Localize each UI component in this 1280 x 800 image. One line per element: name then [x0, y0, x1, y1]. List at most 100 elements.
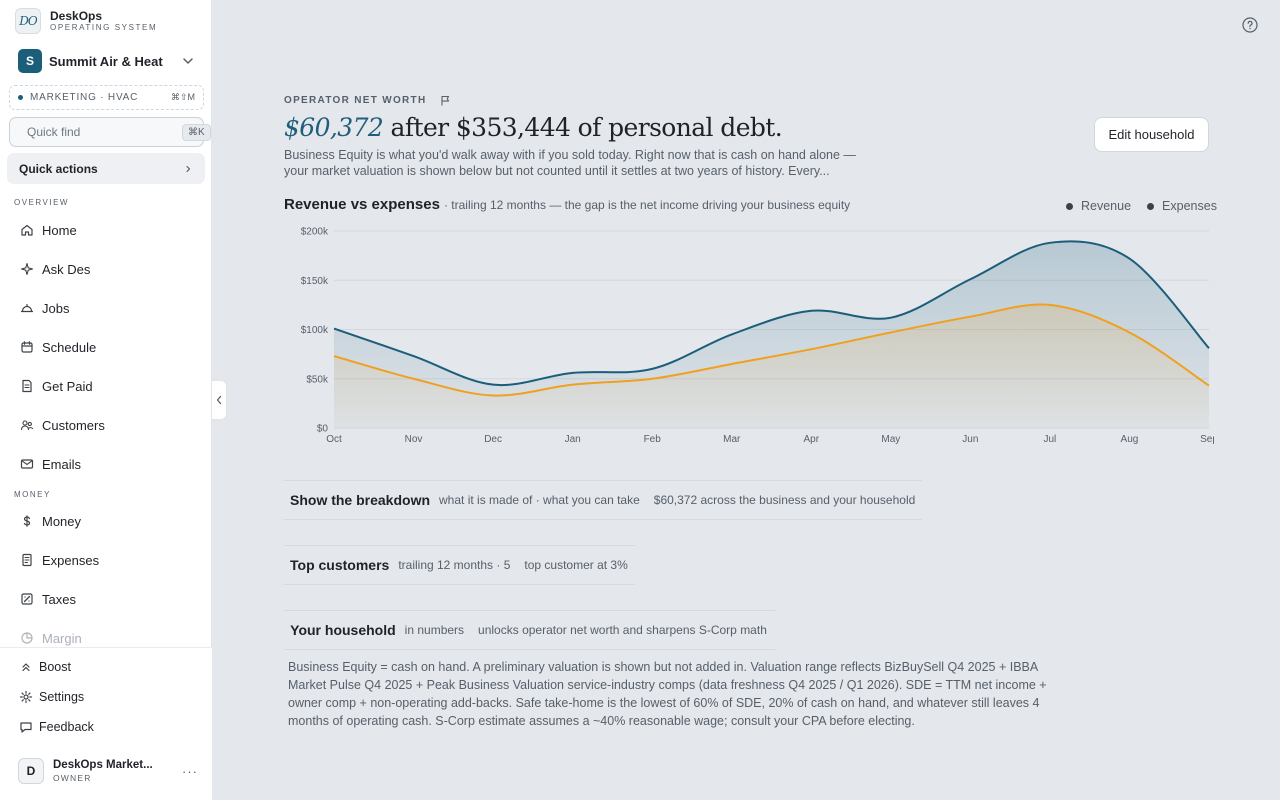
chevron-right-icon — [186, 165, 191, 172]
sidebar-collapse-handle[interactable] — [212, 380, 227, 420]
user-role: OWNER — [53, 773, 92, 783]
row-summary: unlocks operator net worth and sharpens … — [478, 623, 767, 637]
y-tick-label: $0 — [317, 424, 329, 435]
methodology-footnote: Business Equity = cash on hand. A prelim… — [288, 660, 1047, 728]
avatar: D — [18, 758, 44, 784]
workspace-tag[interactable]: MARKETING · HVAC ⌘⇧M — [9, 85, 204, 110]
tax-icon — [21, 593, 33, 605]
x-tick-label: Jun — [962, 434, 978, 445]
sidebar-item-margin[interactable]: Margin — [7, 622, 205, 654]
chart-title: Revenue vs expenses — [284, 196, 440, 213]
chart-heading: Revenue vs expenses · trailing 12 months… — [284, 196, 850, 213]
row-summary: $60,372 across the business and your hou… — [653, 493, 916, 507]
sidebar-footer: Boost Settings Feedback D DeskOps Market… — [0, 647, 212, 800]
sidebar-item-label: Boost — [39, 660, 71, 674]
sidebar-item-label: Margin — [42, 630, 82, 646]
sidebar-item-settings[interactable]: Settings — [19, 690, 84, 704]
x-tick-label: Oct — [326, 434, 342, 445]
chat-icon — [20, 722, 32, 733]
chevron-down-icon — [183, 58, 193, 64]
users-icon — [20, 420, 34, 431]
search-shortcut: ⌘K — [182, 123, 211, 141]
sidebar-item-customers[interactable]: Customers — [7, 409, 205, 441]
row-title: Show the breakdown — [290, 492, 431, 508]
sidebar-item-money[interactable]: Money — [7, 505, 205, 537]
org-switcher[interactable]: S Summit Air & Heat — [18, 49, 196, 73]
sidebar-item-boost[interactable]: Boost — [19, 660, 71, 674]
legend-item-revenue: Revenue — [1066, 199, 1131, 213]
row-subtitle: in numbers — [404, 623, 465, 637]
sidebar-item-label: Ask Des — [42, 261, 91, 277]
sidebar-item-schedule[interactable]: Schedule — [7, 331, 205, 363]
household-row[interactable]: Your household in numbers unlocks operat… — [284, 610, 775, 650]
row-summary: top customer at 3% — [524, 558, 628, 572]
quick-find[interactable]: ⌘K — [9, 117, 211, 147]
brand[interactable]: DO DeskOps OPERATING SYSTEM — [15, 8, 157, 34]
chart-y-axis: $0 $50k $100k $150k $200k — [301, 227, 329, 435]
sidebar-item-label: Jobs — [42, 300, 70, 316]
x-tick-label: May — [881, 434, 900, 445]
sidebar-item-label: Customers — [42, 417, 105, 433]
org-name: Summit Air & Heat — [49, 53, 163, 69]
sidebar-item-jobs[interactable]: Jobs — [7, 292, 205, 324]
legend-item-expenses: Expenses — [1147, 199, 1217, 213]
sidebar-item-emails[interactable]: Emails — [7, 448, 205, 480]
mail-icon — [20, 459, 34, 469]
x-tick-label: Nov — [405, 434, 423, 445]
boost-icon — [22, 663, 30, 672]
headline-text: after $353,444 of personal debt. — [383, 113, 783, 142]
brand-name: DeskOps — [50, 9, 103, 23]
user-menu[interactable]: D DeskOps Market... OWNER ··· — [18, 756, 198, 786]
x-tick-label: Dec — [484, 434, 502, 445]
search-input[interactable] — [27, 125, 182, 139]
org-badge: S — [18, 49, 42, 73]
sidebar-item-label: Feedback — [39, 720, 94, 734]
sidebar-item-home[interactable]: Home — [7, 214, 205, 246]
y-tick-label: $200k — [301, 227, 329, 238]
line-revenue — [333, 240, 1210, 387]
quick-actions-button[interactable]: Quick actions — [7, 153, 205, 184]
sidebar-item-get-paid[interactable]: Get Paid — [7, 370, 205, 402]
tag-shortcut: ⌘⇧M — [170, 92, 195, 102]
legend-dot — [1066, 202, 1073, 210]
sidebar-item-label: Taxes — [42, 591, 76, 607]
legend-dot — [1147, 202, 1155, 210]
sidebar-item-label: Expenses — [42, 552, 100, 568]
calendar-icon — [21, 341, 33, 353]
legend-label: Revenue — [1081, 199, 1132, 213]
sidebar-item-taxes[interactable]: Taxes — [7, 583, 205, 615]
chevron-left-icon — [216, 395, 222, 405]
more-icon[interactable]: ··· — [182, 763, 198, 779]
sidebar-item-ask-des[interactable]: Ask Des — [7, 253, 205, 285]
area-expenses — [334, 304, 1209, 428]
tag-dot — [18, 95, 23, 100]
brand-subtitle: OPERATING SYSTEM — [50, 23, 158, 32]
eyebrow-text: OPERATOR NET WORTH — [284, 95, 427, 106]
chart-lines — [333, 240, 1210, 397]
sidebar-item-label: Emails — [42, 456, 82, 472]
top-customers-row[interactable]: Top customers trailing 12 months · 5 top… — [284, 545, 635, 585]
sidebar-item-label: Home — [42, 222, 77, 238]
brand-logo: DO — [15, 8, 41, 34]
row-title: Your household — [290, 622, 396, 638]
pie-icon — [21, 632, 33, 644]
revenue-expenses-chart: $0 $50k $100k $150k $200k Oct Nov Dec Jan Feb Mar… — [301, 227, 1214, 446]
flag-icon[interactable] — [440, 95, 451, 106]
row-subtitle: trailing 12 months · 5 — [398, 558, 511, 572]
sidebar-item-label: Money — [42, 513, 82, 529]
edit-household-button[interactable]: Edit household — [1094, 117, 1209, 152]
sidebar: DO DeskOps OPERATING SYSTEM S Summit Air… — [0, 0, 212, 800]
sidebar-item-feedback[interactable]: Feedback — [19, 720, 94, 734]
x-tick-label: Jan — [565, 434, 581, 445]
page-description: Business Equity is what you'd walk away … — [284, 148, 856, 178]
row-title: Top customers — [290, 557, 390, 573]
tag-label: MARKETING · HVAC — [30, 92, 139, 103]
breakdown-row[interactable]: Show the breakdown what it is made of · … — [284, 480, 922, 520]
page-title: $60,372 after $353,444 of personal debt. — [284, 113, 783, 142]
sidebar-item-expenses[interactable]: Expenses — [7, 544, 205, 576]
x-tick-label: Jul — [1044, 434, 1057, 445]
home-icon — [21, 224, 33, 236]
section-label-overview: OVERVIEW — [14, 198, 69, 207]
x-tick-label: Sep — [1200, 434, 1214, 445]
help-icon[interactable] — [1242, 17, 1258, 33]
